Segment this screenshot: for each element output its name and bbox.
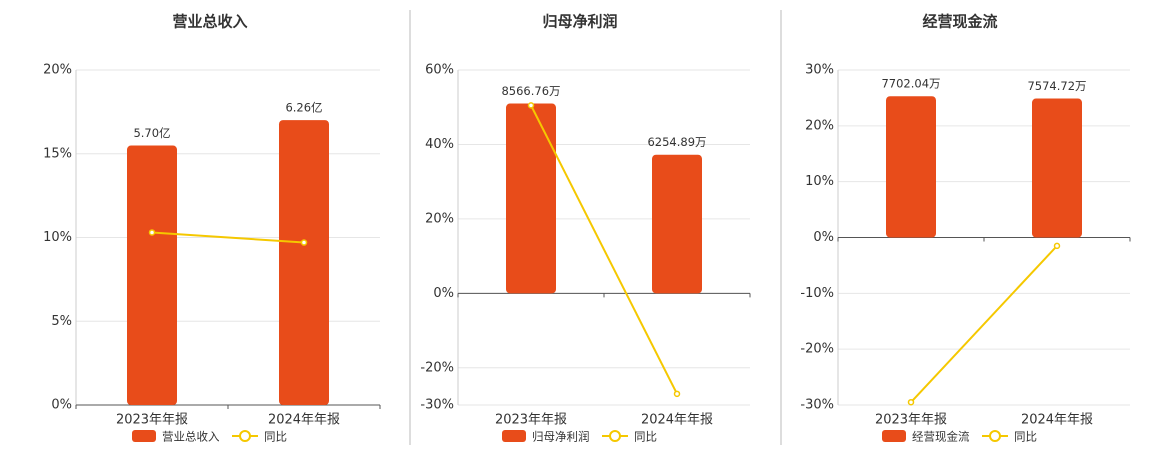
chart-title: 归母净利润 (542, 13, 617, 31)
line (910, 245, 1058, 403)
bar (1032, 98, 1082, 238)
value-label: 7702.04万 (881, 77, 940, 91)
legend-label: 同比 (1014, 430, 1037, 444)
y-tick-label: 20% (425, 211, 454, 226)
legend-marker (239, 430, 251, 442)
legend-marker (609, 430, 621, 442)
bar (886, 96, 936, 238)
line-point (1053, 242, 1061, 250)
value-label: 7574.72万 (1027, 79, 1086, 93)
y-tick-label: 30% (805, 63, 834, 78)
line-point (148, 229, 156, 236)
legend-label: 归母净利润 (532, 430, 590, 444)
y-tick-label: 0% (813, 230, 834, 245)
y-tick-label: 10% (43, 230, 72, 245)
value-label: 5.70亿 (133, 126, 170, 140)
legend-label: 营业总收入 (162, 430, 220, 444)
line (530, 104, 678, 395)
y-tick-label: -10% (800, 286, 834, 301)
line-point (673, 390, 681, 398)
line (151, 231, 305, 244)
bar (279, 120, 329, 405)
x-tick-label: 2024年年报 (268, 413, 340, 428)
y-tick-label: 40% (425, 137, 454, 152)
line-point (300, 239, 308, 246)
line-point (907, 398, 915, 406)
y-tick-label: 10% (805, 174, 834, 189)
legend-label: 经营现金流 (912, 430, 970, 444)
y-tick-label: -30% (800, 398, 834, 413)
legend-marker (989, 430, 1001, 442)
chart-title: 经营现金流 (922, 13, 997, 31)
x-tick-label: 2023年年报 (875, 413, 947, 428)
y-tick-label: 0% (51, 398, 72, 413)
legend-swatch (502, 430, 526, 442)
x-tick-label: 2023年年报 (116, 413, 188, 428)
y-tick-label: -20% (800, 342, 834, 357)
x-tick-label: 2024年年报 (1021, 413, 1093, 428)
legend-swatch (132, 430, 156, 442)
legend-label: 同比 (264, 430, 287, 444)
line-point (527, 102, 535, 109)
y-tick-label: 20% (43, 63, 72, 78)
y-tick-label: 20% (805, 118, 834, 133)
y-tick-label: -20% (420, 360, 454, 375)
legend-label: 同比 (634, 430, 657, 444)
y-tick-label: 60% (425, 63, 454, 78)
y-tick-label: -30% (420, 398, 454, 413)
value-label: 6.26亿 (285, 101, 322, 115)
y-tick-label: 0% (433, 286, 454, 301)
x-tick-label: 2024年年报 (641, 413, 713, 428)
y-tick-label: 15% (43, 146, 72, 161)
bar (127, 145, 177, 405)
y-tick-label: 5% (51, 314, 72, 329)
x-tick-label: 2023年年报 (495, 413, 567, 428)
chart-title: 营业总收入 (172, 13, 247, 31)
value-label: 6254.89万 (647, 135, 706, 149)
bar (506, 103, 556, 294)
bar (652, 154, 702, 294)
legend-swatch (882, 430, 906, 442)
value-label: 8566.76万 (501, 84, 560, 98)
